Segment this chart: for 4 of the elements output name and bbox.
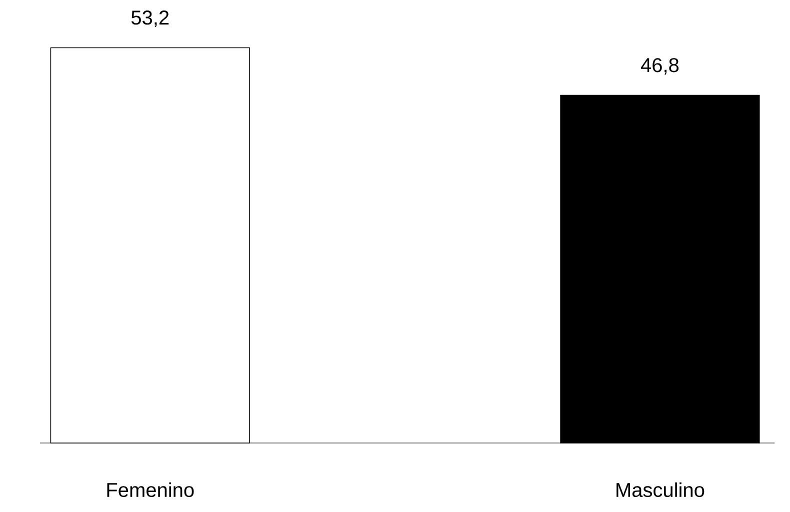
x-tick-label: Masculino xyxy=(616,482,704,498)
x-tick-label: Femenino xyxy=(107,482,194,498)
data-label: 46,8 xyxy=(640,58,679,75)
data-label: 53,2 xyxy=(131,10,169,28)
